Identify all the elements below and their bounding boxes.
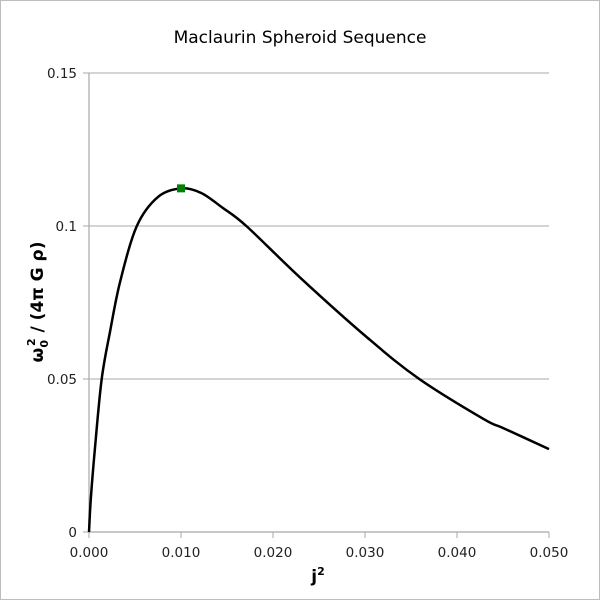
chart-title: Maclaurin Spheroid Sequence <box>174 28 427 48</box>
x-tick-label: 0.030 <box>346 545 385 561</box>
peak-marker <box>177 184 185 193</box>
x-tick-label: 0.050 <box>530 545 569 561</box>
series-line <box>87 186 550 533</box>
x-tick-label: 0.020 <box>254 545 293 561</box>
y-tick-label: 0 <box>68 525 77 541</box>
y-tick-label: 0.15 <box>47 66 77 82</box>
y-axis-label: ω02 / (4π G ρ) <box>25 242 51 363</box>
y-tick-label: 0.1 <box>56 219 77 235</box>
x-axis-label: j2 <box>310 565 324 587</box>
x-tick-label: 0.000 <box>70 545 109 561</box>
y-tick-label: 0.05 <box>47 372 77 388</box>
x-tick-label: 0.010 <box>162 545 201 561</box>
x-tick-label: 0.040 <box>438 545 477 561</box>
